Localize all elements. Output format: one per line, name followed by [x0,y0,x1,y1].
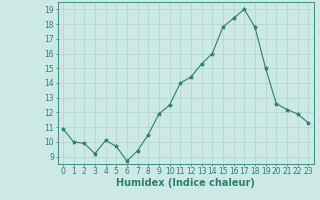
X-axis label: Humidex (Indice chaleur): Humidex (Indice chaleur) [116,178,255,188]
